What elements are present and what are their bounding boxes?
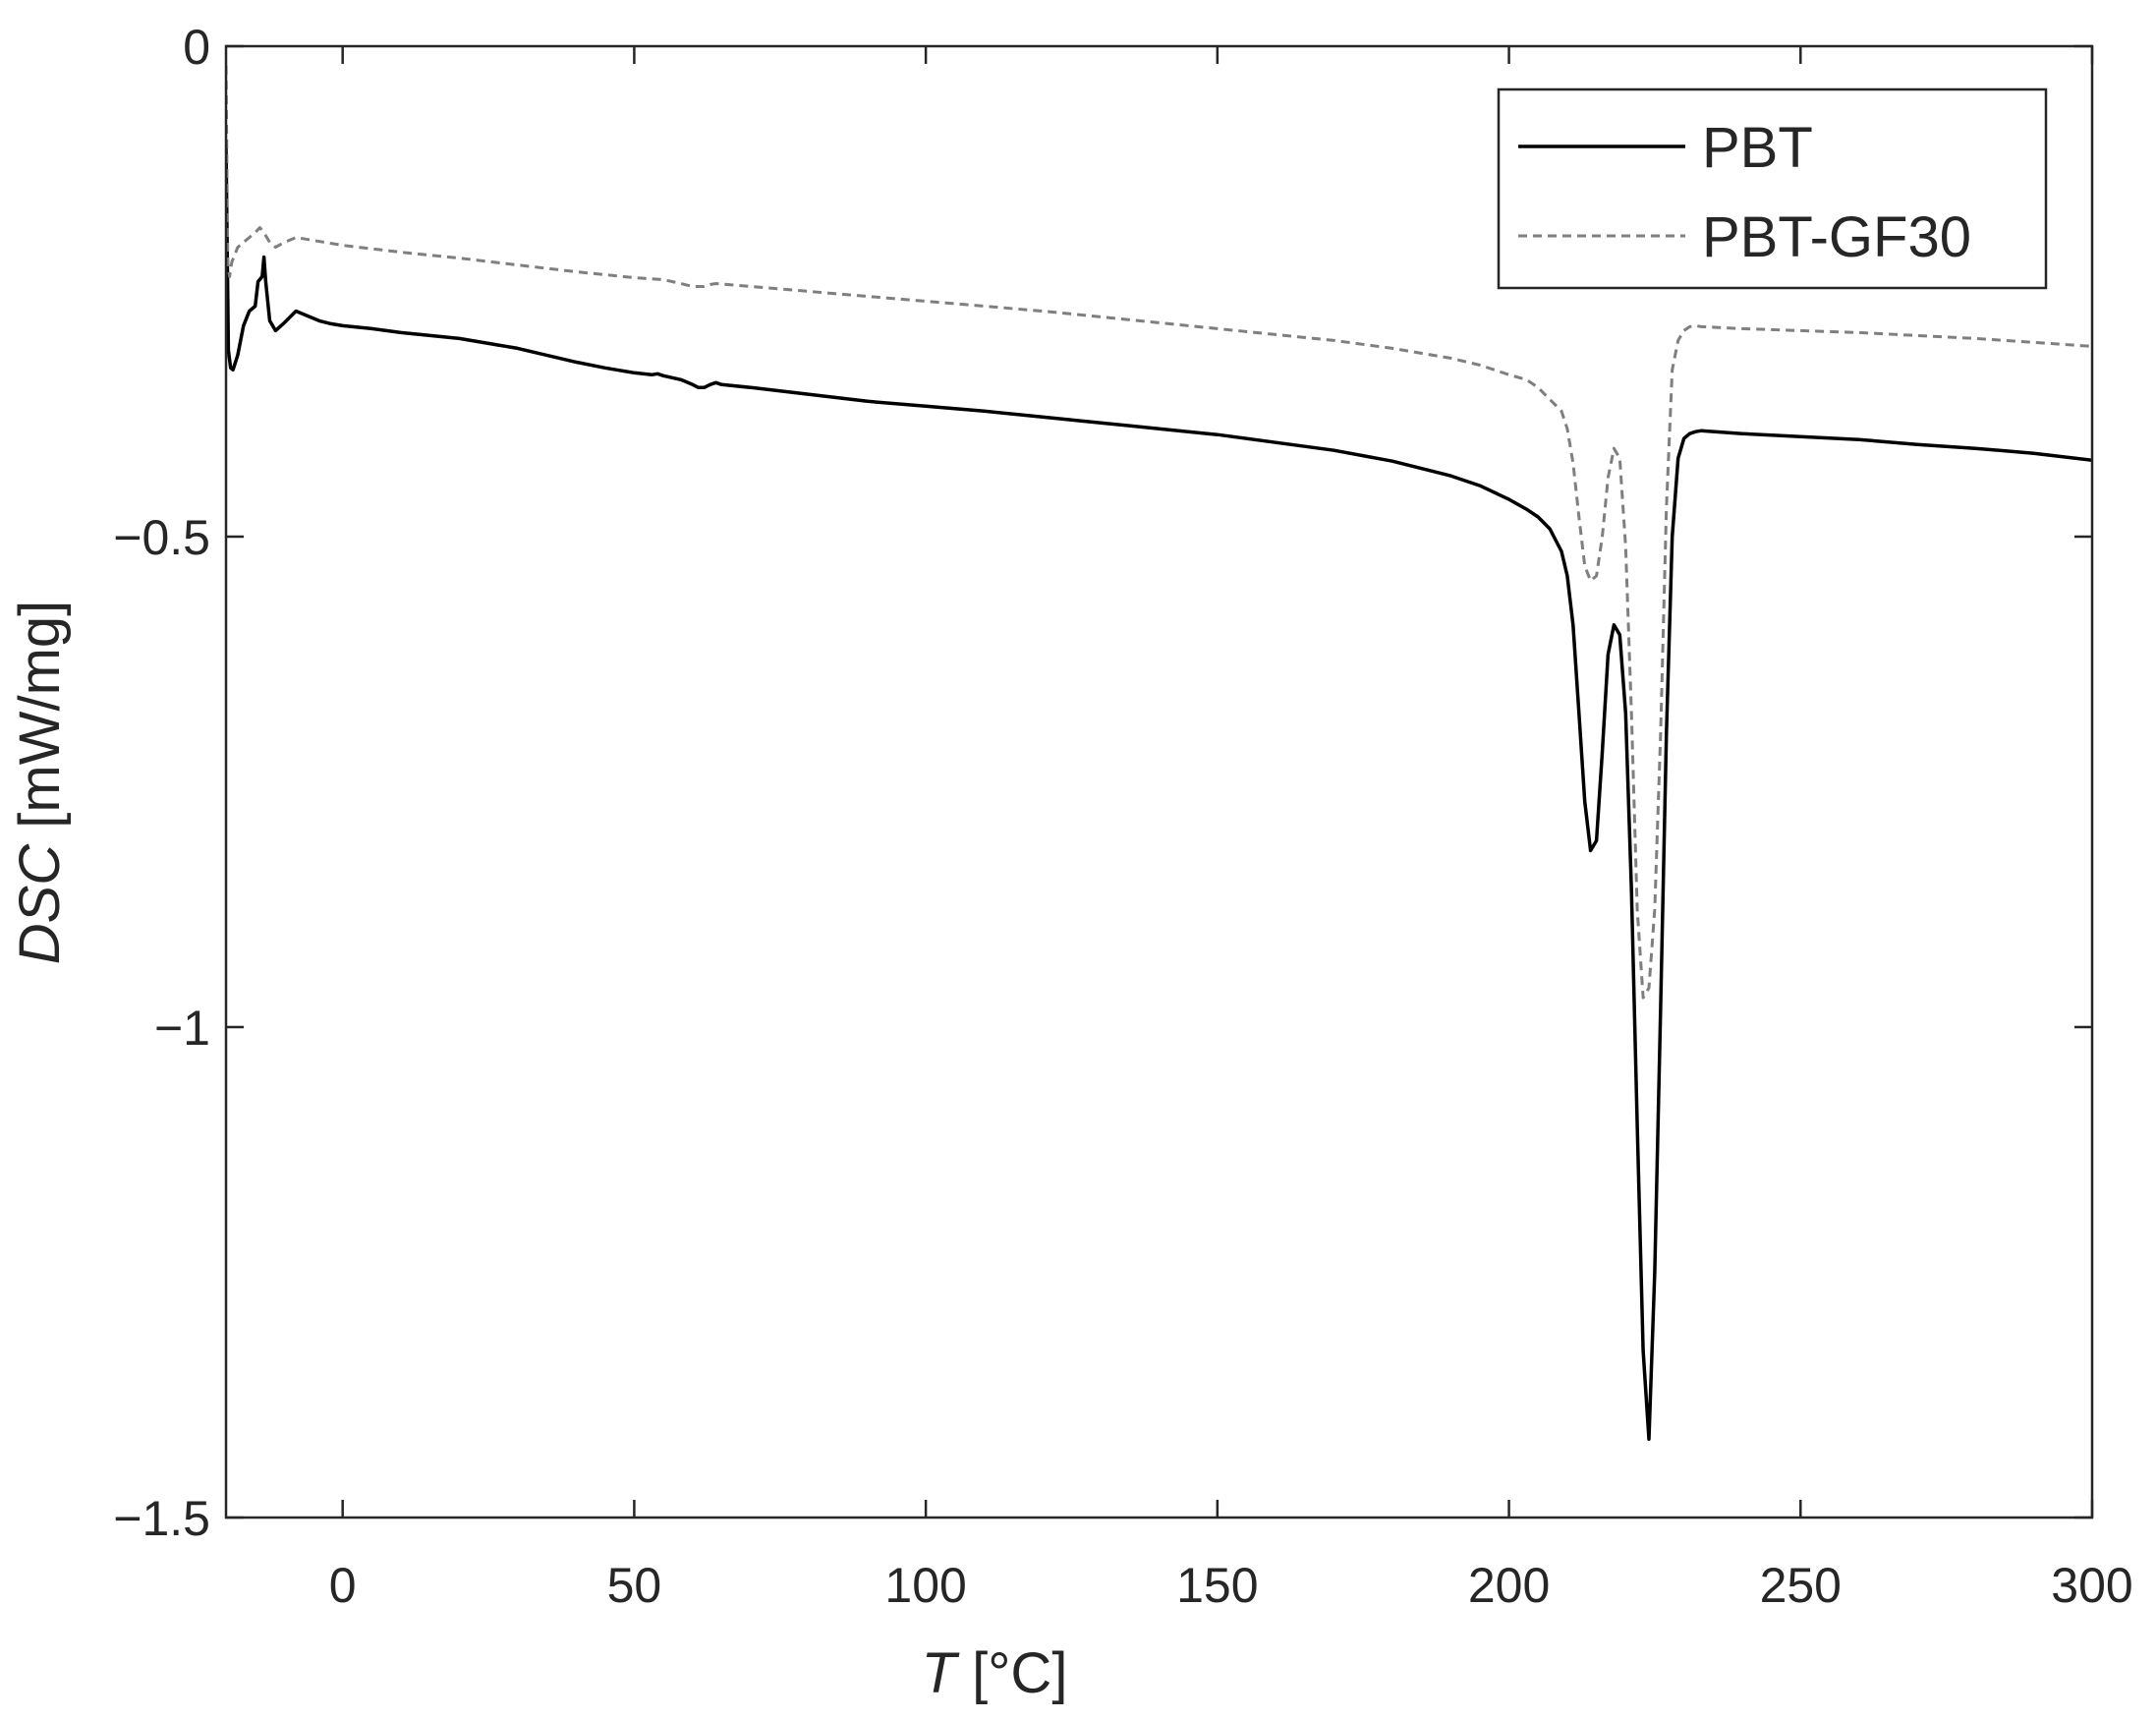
y-tick-label: −1.5: [113, 1491, 210, 1546]
legend-label-pbt: PBT: [1702, 116, 1813, 180]
series-line-pbt-gf30: [226, 65, 2092, 1000]
y-tick-label: 0: [183, 20, 210, 75]
x-tick-label: 0: [329, 1558, 357, 1613]
series-line-pbt: [226, 143, 2092, 1441]
x-axis-title-text: T [°C]: [922, 1641, 1068, 1705]
x-tick-label: 300: [2051, 1558, 2132, 1613]
y-axis-unit-gap: [8, 829, 72, 844]
legend-label-pbt-gf30: PBT-GF30: [1702, 205, 1971, 269]
x-axis-title: T [°C]: [922, 1641, 1068, 1705]
plot-frame: [224, 44, 2094, 1519]
legend: PBT PBT-GF30: [1497, 87, 2048, 290]
x-tick-label: 200: [1468, 1558, 1550, 1613]
legend-box: [1497, 87, 2048, 290]
x-axis-unit-gap: [956, 1641, 972, 1705]
x-tick-label: 250: [1760, 1558, 1842, 1613]
x-tick-label: 100: [884, 1558, 966, 1613]
y-tick-label: −0.5: [113, 510, 210, 565]
y-tick-label: −1: [154, 1001, 210, 1056]
x-tick-label: 150: [1176, 1558, 1258, 1613]
y-axis-symbol: DSC: [8, 843, 72, 965]
y-axis-unit: [mW/mg]: [8, 601, 72, 829]
axes-frame: [224, 44, 2094, 1519]
curves-layer: [226, 65, 2092, 1441]
y-axis-title-text: DSC [mW/mg]: [8, 601, 72, 965]
ticks-layer: 0 50 100 150 200 250 300 −1.5 −1 −0.5 0: [113, 20, 2132, 1613]
x-tick-label: 50: [607, 1558, 662, 1613]
x-axis-symbol: T: [922, 1641, 960, 1705]
x-axis-unit: [°C]: [972, 1641, 1067, 1705]
y-axis-title: DSC [mW/mg]: [8, 601, 72, 965]
